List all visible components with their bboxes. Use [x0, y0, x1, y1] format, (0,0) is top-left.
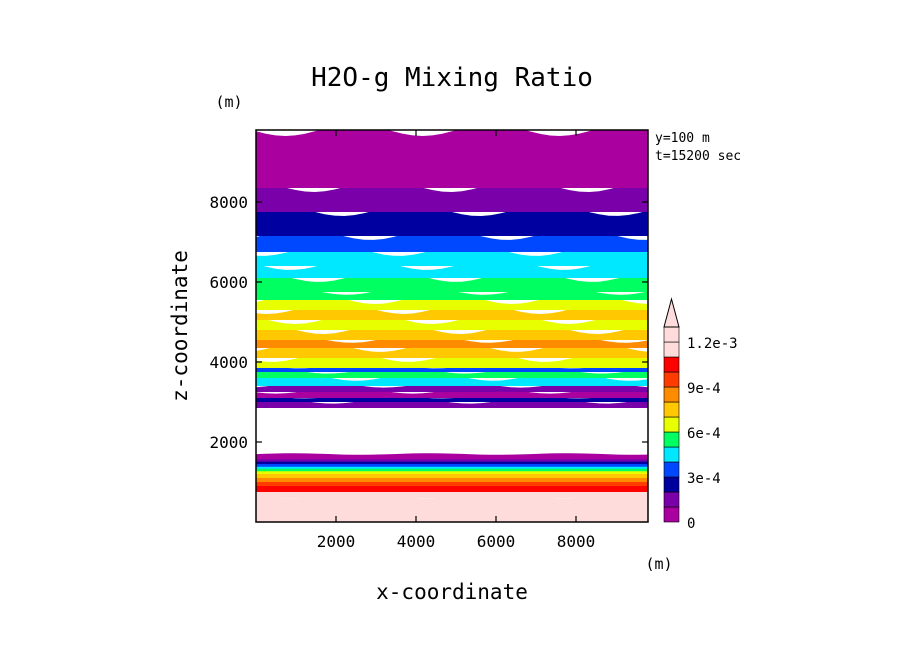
colorbar-segment: [663, 371, 680, 388]
x-tick-label: 2000: [317, 532, 356, 551]
colorbar-segment: [663, 341, 680, 358]
x-tick-label: 6000: [477, 532, 516, 551]
colorbar-segment: [663, 326, 680, 343]
contour-band: [256, 292, 648, 310]
colorbar-segment: [663, 386, 680, 403]
y-tick-label: 2000: [209, 433, 248, 452]
colorbar-label: 0: [687, 516, 695, 532]
colorbar-segment: [663, 431, 680, 448]
colorbar-extend-arrow: [663, 297, 680, 328]
y-tick-label: 4000: [209, 353, 248, 372]
x-tick-label: 4000: [397, 532, 436, 551]
contour-band: [256, 380, 648, 392]
chart-title: H2O-g Mixing Ratio: [311, 63, 593, 93]
colorbar-segment: [663, 476, 680, 493]
y-tick-label: 6000: [209, 273, 248, 292]
annotation-time: t=15200 sec: [655, 149, 741, 164]
y-axis-label: z-coordinate: [168, 250, 192, 402]
colorbar-segment: [663, 506, 680, 523]
colorbar-label: 3e-4: [687, 471, 721, 487]
x-tick-label: 8000: [557, 532, 596, 551]
y-unit-label: (m): [215, 93, 242, 111]
annotation-y-position: y=100 m: [655, 131, 710, 146]
x-axis-label: x-coordinate: [376, 580, 528, 604]
colorbar-segment: [663, 446, 680, 463]
plot-frame: [255, 129, 649, 523]
x-ticks: 2000 4000 6000 8000: [317, 130, 596, 551]
colorbar-segment: [663, 401, 680, 418]
contour-band: [256, 130, 648, 188]
colorbar-label: 6e-4: [687, 426, 721, 442]
colorbar-label: 9e-4: [687, 381, 721, 397]
x-unit-label: (m): [645, 555, 672, 573]
colorbar-segment: [663, 416, 680, 433]
contour-band: [256, 493, 648, 522]
colorbar-segment: [663, 356, 680, 373]
contour-bands: [256, 130, 648, 522]
colorbar: 0 3e-4 6e-4 9e-4 1.2e-3: [663, 297, 738, 532]
y-ticks: 2000 4000 6000 8000: [209, 193, 648, 452]
y-tick-label: 8000: [209, 193, 248, 212]
contour-band: [256, 340, 648, 358]
contour-band: [256, 453, 648, 460]
colorbar-label: 1.2e-3: [687, 336, 738, 352]
colorbar-segment: [663, 491, 680, 508]
colorbar-segment: [663, 461, 680, 478]
